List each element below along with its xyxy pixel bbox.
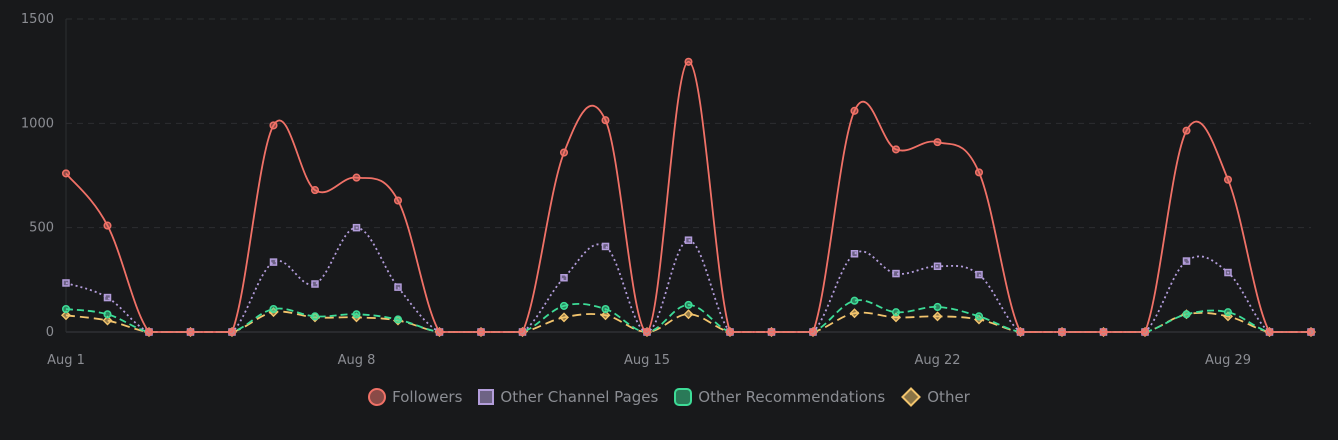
data-point-other-recommendations bbox=[684, 300, 693, 309]
x-tick-label: Aug 15 bbox=[624, 353, 670, 368]
data-point-other-channel-pages bbox=[684, 236, 693, 244]
data-point-followers bbox=[725, 327, 735, 337]
y-tick-label: 0 bbox=[46, 325, 54, 340]
data-point-other-recommendations bbox=[891, 308, 901, 317]
data-point-followers bbox=[269, 121, 278, 130]
x-tick-label: Aug 1 bbox=[47, 353, 85, 368]
legend-item-followers[interactable]: Followers bbox=[368, 388, 462, 406]
data-point-other-channel-pages bbox=[560, 273, 568, 282]
data-point-followers bbox=[642, 327, 652, 337]
series-line-followers bbox=[65, 60, 1311, 333]
data-point-other-channel-pages bbox=[1182, 257, 1191, 265]
legend-swatch-diamond-icon bbox=[901, 387, 922, 407]
legend-label: Followers bbox=[392, 388, 463, 406]
x-tick-label: Aug 22 bbox=[914, 353, 960, 368]
data-point-followers bbox=[1016, 327, 1025, 337]
data-point-other-channel-pages bbox=[103, 293, 112, 302]
data-point-followers bbox=[684, 57, 693, 66]
data-point-followers bbox=[476, 327, 486, 337]
data-point-other-channel-pages bbox=[311, 280, 319, 288]
data-point-other-recommendations bbox=[559, 301, 569, 310]
data-point-other-recommendations bbox=[393, 315, 403, 324]
data-point-followers bbox=[518, 327, 527, 337]
data-point-followers bbox=[850, 106, 859, 115]
data-point-other-recommendations bbox=[61, 304, 71, 314]
x-tick-label: Aug 29 bbox=[1205, 353, 1251, 368]
data-point-other-recommendations bbox=[103, 310, 112, 319]
data-point-followers bbox=[435, 327, 444, 337]
data-point-followers bbox=[144, 327, 154, 337]
legend-swatch-rounded-square-icon bbox=[674, 388, 693, 406]
data-point-other-recommendations bbox=[1223, 308, 1233, 317]
legend-swatch-square-icon bbox=[478, 389, 495, 405]
data-point-followers bbox=[186, 327, 195, 337]
data-point-other-channel-pages bbox=[892, 269, 900, 278]
data-point-other bbox=[932, 311, 943, 322]
data-point-other bbox=[849, 308, 860, 319]
data-point-other-recommendations bbox=[601, 304, 610, 314]
data-point-other-channel-pages bbox=[269, 258, 278, 266]
data-point-followers bbox=[1223, 175, 1233, 184]
data-point-other-channel-pages bbox=[394, 283, 402, 291]
data-point-other bbox=[559, 312, 569, 323]
data-point-other-recommendations bbox=[352, 310, 361, 319]
data-point-followers bbox=[227, 327, 237, 337]
legend-item-other-recommendations[interactable]: Other Recommendations bbox=[674, 388, 885, 406]
legend-label: Other Recommendations bbox=[698, 388, 886, 406]
data-point-followers bbox=[103, 221, 112, 230]
data-point-other-channel-pages bbox=[933, 262, 942, 271]
data-point-followers bbox=[1306, 327, 1316, 337]
line-chart: 0 500 1000 1500 Aug 1 Aug 8 Aug 15 Aug 22 Aug 29 bbox=[21, 12, 1316, 368]
data-point-other-recommendations bbox=[850, 296, 859, 305]
data-point-followers bbox=[808, 327, 818, 337]
data-point-followers bbox=[1182, 126, 1191, 135]
legend-swatch-circle-icon bbox=[368, 388, 387, 406]
data-point-followers bbox=[974, 168, 984, 177]
data-point-other-channel-pages bbox=[601, 242, 610, 251]
data-point-other bbox=[600, 310, 611, 321]
y-tick-label: 500 bbox=[29, 221, 54, 236]
data-point-other bbox=[61, 310, 71, 321]
data-point-other-recommendations bbox=[974, 312, 984, 321]
data-point-other-recommendations bbox=[269, 304, 278, 314]
data-point-followers bbox=[393, 196, 403, 205]
legend-label: Other bbox=[927, 388, 970, 406]
data-point-followers bbox=[1265, 327, 1274, 337]
data-point-followers bbox=[767, 327, 776, 337]
data-point-other-channel-pages bbox=[975, 270, 983, 279]
data-point-followers bbox=[601, 116, 610, 125]
legend-item-other-channel-pages[interactable]: Other Channel Pages bbox=[478, 388, 658, 406]
legend-item-other[interactable]: Other bbox=[901, 387, 970, 407]
data-point-other-recommendations bbox=[1182, 310, 1191, 319]
data-point-followers bbox=[559, 148, 569, 157]
data-point-followers bbox=[933, 138, 942, 147]
data-point-other-channel-pages bbox=[1224, 268, 1232, 277]
data-point-followers bbox=[1099, 327, 1108, 337]
data-point-followers bbox=[310, 186, 320, 195]
data-point-followers bbox=[61, 169, 71, 178]
data-point-other-channel-pages bbox=[62, 279, 70, 287]
data-point-other-recommendations bbox=[310, 312, 320, 321]
x-tick-label: Aug 8 bbox=[338, 353, 376, 368]
legend-label: Other Channel Pages bbox=[500, 388, 659, 406]
data-point-other-channel-pages bbox=[352, 223, 361, 232]
y-tick-label: 1000 bbox=[21, 116, 54, 131]
data-point-followers bbox=[1140, 327, 1150, 337]
data-point-followers bbox=[352, 173, 361, 182]
data-point-followers bbox=[891, 145, 901, 154]
data-point-followers bbox=[1057, 327, 1067, 337]
data-point-other bbox=[683, 309, 694, 320]
data-point-other-channel-pages bbox=[850, 250, 859, 258]
data-point-other-recommendations bbox=[933, 302, 942, 312]
data-point-other bbox=[102, 315, 113, 326]
legend: Followers Other Channel Pages Other Reco… bbox=[0, 387, 1338, 407]
y-tick-label: 1500 bbox=[21, 12, 54, 27]
